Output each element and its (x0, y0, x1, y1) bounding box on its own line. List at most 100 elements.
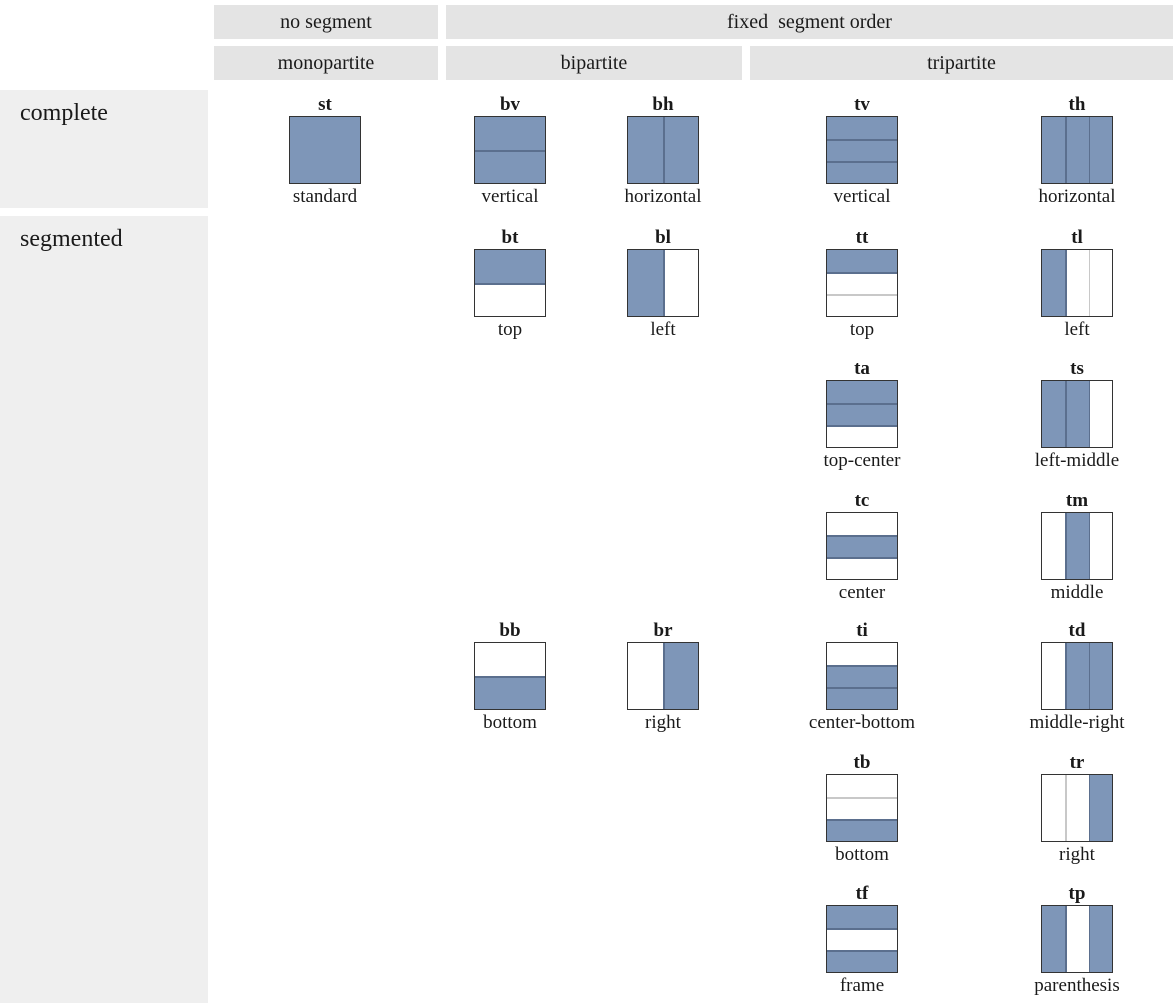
divider-line (827, 535, 897, 537)
divider-line (827, 557, 897, 559)
partition-glyph (627, 642, 699, 710)
cell-code: tc (854, 490, 870, 511)
partition-glyph (474, 249, 546, 317)
cell-code: tf (855, 883, 869, 904)
divider-line (1088, 250, 1091, 316)
cell-name: top-center (823, 450, 901, 471)
filled-segment (827, 687, 897, 709)
divider-line (827, 294, 897, 296)
divider-line (1088, 513, 1091, 579)
filled-segment (1088, 117, 1112, 183)
cell-ts: ts left-middle (997, 358, 1157, 472)
cell-bl: bl left (583, 227, 743, 341)
row-label-segmented-text: segmented (20, 226, 123, 252)
partition-glyph (1041, 380, 1113, 448)
partition-glyph (826, 774, 898, 842)
filled-segment (827, 665, 897, 687)
filled-segment (1065, 117, 1089, 183)
divider-line (475, 150, 545, 152)
filled-segment (1065, 513, 1089, 579)
cell-bb: bb bottom (430, 620, 590, 734)
cell-bh: bh horizontal (583, 94, 743, 208)
divider-line (1088, 381, 1091, 447)
cell-code: tl (1071, 227, 1083, 248)
cell-bv: bv vertical (430, 94, 590, 208)
divider-line (663, 643, 665, 709)
divider-line (1065, 117, 1067, 183)
cell-code: bt (501, 227, 519, 248)
partition-glyph (1041, 774, 1113, 842)
divider-line (1065, 250, 1067, 316)
cell-tt: tt top (782, 227, 942, 341)
filled-segment (475, 117, 545, 150)
cell-name: middle-right (1029, 712, 1125, 733)
cell-name: top (497, 319, 523, 340)
cell-th: th horizontal (997, 94, 1157, 208)
cell-name: center-bottom (808, 712, 916, 733)
divider-line (1088, 906, 1091, 972)
cell-name: standard (292, 186, 358, 207)
partition-glyph (1041, 905, 1113, 973)
cell-tv: tv vertical (782, 94, 942, 208)
divider-line (1065, 906, 1067, 972)
filled-segment (1042, 117, 1066, 183)
filled-segment (1042, 250, 1066, 316)
cell-name: left-middle (1034, 450, 1120, 471)
partition-glyph (826, 512, 898, 580)
partition-glyph (1041, 249, 1113, 317)
cell-code: st (318, 94, 332, 115)
cell-code: tm (1065, 490, 1089, 511)
cell-tc: tc center (782, 490, 942, 604)
cell-code: bb (499, 620, 521, 641)
filled-segment (663, 117, 698, 183)
partition-glyph (627, 249, 699, 317)
filled-segment (1065, 381, 1089, 447)
cell-tr: tr right (997, 752, 1157, 866)
cell-ta: ta top-center (782, 358, 942, 472)
cell-name: center (838, 582, 886, 603)
cell-name: bottom (483, 712, 537, 733)
filled-segment (1088, 643, 1112, 709)
divider-line (827, 665, 897, 667)
divider-line (1065, 513, 1067, 579)
divider-line (827, 819, 897, 821)
filled-segment (1065, 643, 1089, 709)
partition-glyph (826, 116, 898, 184)
cell-name: vertical (833, 186, 891, 207)
partition-glyph (474, 116, 546, 184)
cell-bt: bt top (430, 227, 590, 341)
cell-tp: tp parenthesis (997, 883, 1157, 997)
filled-segment (290, 117, 360, 183)
filled-segment (1042, 381, 1066, 447)
cell-name: right (645, 712, 681, 733)
partition-glyph (474, 642, 546, 710)
cell-code: td (1068, 620, 1086, 641)
partition-glyph (1041, 642, 1113, 710)
filled-segment (827, 139, 897, 161)
filled-segment (827, 950, 897, 972)
filled-segment (827, 381, 897, 403)
row-label-segmented: segmented (0, 216, 208, 1003)
header-tripartite: tripartite (750, 46, 1173, 80)
partition-glyph (627, 116, 699, 184)
partition-glyph (826, 380, 898, 448)
row-label-complete: complete (0, 90, 208, 208)
row-label-complete-text: complete (20, 100, 108, 126)
divider-line (827, 425, 897, 427)
cell-code: ti (856, 620, 868, 641)
cell-br: br right (583, 620, 743, 734)
divider-line (827, 928, 897, 930)
cell-name: parenthesis (1034, 975, 1120, 996)
cell-td: td middle-right (997, 620, 1157, 734)
filled-segment (1088, 775, 1112, 841)
cell-name: horizontal (1038, 186, 1116, 207)
cell-code: bl (655, 227, 671, 248)
filled-segment (827, 403, 897, 425)
filled-segment (475, 250, 545, 283)
partition-glyph (289, 116, 361, 184)
cell-code: bv (499, 94, 521, 115)
divider-line (663, 117, 665, 183)
divider-line (827, 687, 897, 689)
header-fixed-segment-order: fixed segment order (446, 5, 1173, 39)
cell-tl: tl left (997, 227, 1157, 341)
